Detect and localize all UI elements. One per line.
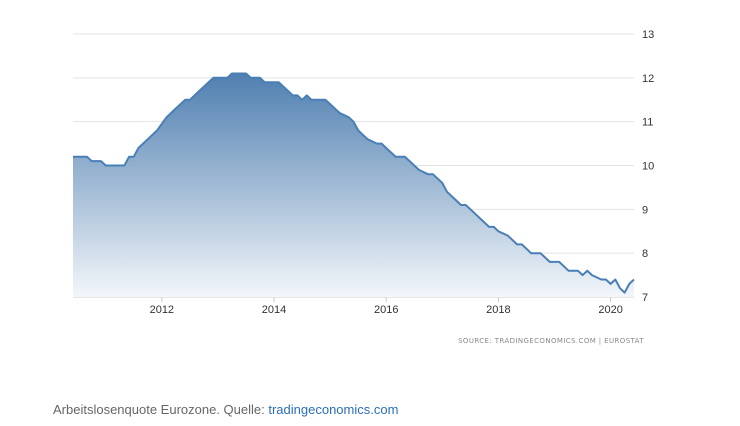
source-link[interactable]: tradingeconomics.com <box>268 402 399 417</box>
y-tick-label: 7 <box>642 292 648 304</box>
chart-source: SOURCE: TRADINGECONOMICS.COM | EUROSTAT <box>458 337 644 345</box>
caption-text: Arbeitslosenquote Eurozone. Quelle: <box>53 402 269 417</box>
series-line <box>73 72 635 294</box>
x-tick-label: 2020 <box>598 304 622 316</box>
y-axis-ticks: 7 8 9 10 11 12 13 <box>642 29 654 304</box>
y-tick-label: 8 <box>642 248 648 260</box>
x-axis-ticks: 2012 2014 2016 2018 2020 <box>150 297 623 316</box>
y-tick-label: 9 <box>642 204 648 216</box>
y-tick-label: 11 <box>642 117 653 129</box>
x-tick-label: 2012 <box>150 304 174 316</box>
unemployment-area-chart: 7 8 9 10 11 12 13 2012 2014 2016 2018 2020 SOURCE:… <box>73 29 654 345</box>
figure-caption: Arbeitslosenquote Eurozone. Quelle: trad… <box>53 402 398 417</box>
y-tick-label: 13 <box>642 29 654 41</box>
x-tick-label: 2018 <box>486 304 510 316</box>
y-tick-label: 10 <box>642 161 654 173</box>
series-area <box>73 73 634 297</box>
x-tick-label: 2014 <box>262 304 286 316</box>
area-series <box>73 72 635 297</box>
y-tick-label: 12 <box>642 73 654 85</box>
x-tick-label: 2016 <box>374 304 398 316</box>
